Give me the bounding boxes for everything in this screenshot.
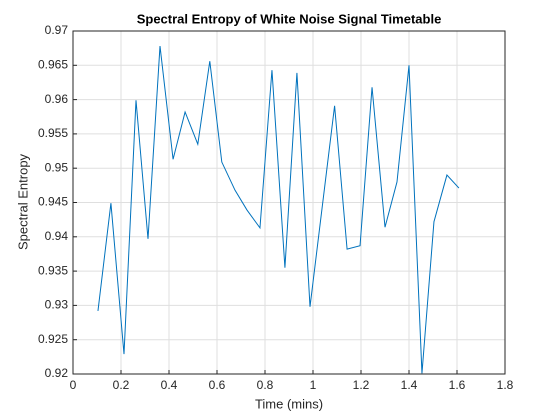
y-tick-label: 0.94 xyxy=(45,229,69,243)
x-axis-label: Time (mins) xyxy=(255,396,323,411)
x-tick-label: 0.2 xyxy=(113,378,130,392)
plot-frame xyxy=(72,30,506,375)
y-tick-label: 0.95 xyxy=(45,160,69,174)
y-tick-label: 0.93 xyxy=(45,298,69,312)
y-tick-label: 0.945 xyxy=(38,195,68,209)
x-tick-label: 1.2 xyxy=(353,378,370,392)
y-tick-label: 0.97 xyxy=(45,23,69,37)
x-tick-label: 1.4 xyxy=(401,378,418,392)
y-tick-label: 0.965 xyxy=(38,57,68,71)
y-tick-label: 0.96 xyxy=(45,92,69,106)
x-tick-label: 1.8 xyxy=(497,378,514,392)
x-tick-label: 0 xyxy=(70,378,77,392)
x-tick-label: 0.8 xyxy=(257,378,274,392)
data-line xyxy=(97,46,460,374)
y-tick-label: 0.955 xyxy=(38,126,68,140)
x-tick-label: 0.4 xyxy=(161,378,178,392)
chart-title: Spectral Entropy of White Noise Signal T… xyxy=(137,11,442,26)
y-tick-label: 0.92 xyxy=(45,366,69,380)
x-tick-label: 1 xyxy=(310,378,317,392)
x-tick-label: 0.6 xyxy=(209,378,226,392)
y-tick-label: 0.925 xyxy=(38,332,68,346)
x-tick-label: 1.6 xyxy=(449,378,466,392)
y-tick-label: 0.935 xyxy=(38,263,68,277)
y-axis-label: Spectral Entropy xyxy=(15,153,30,250)
